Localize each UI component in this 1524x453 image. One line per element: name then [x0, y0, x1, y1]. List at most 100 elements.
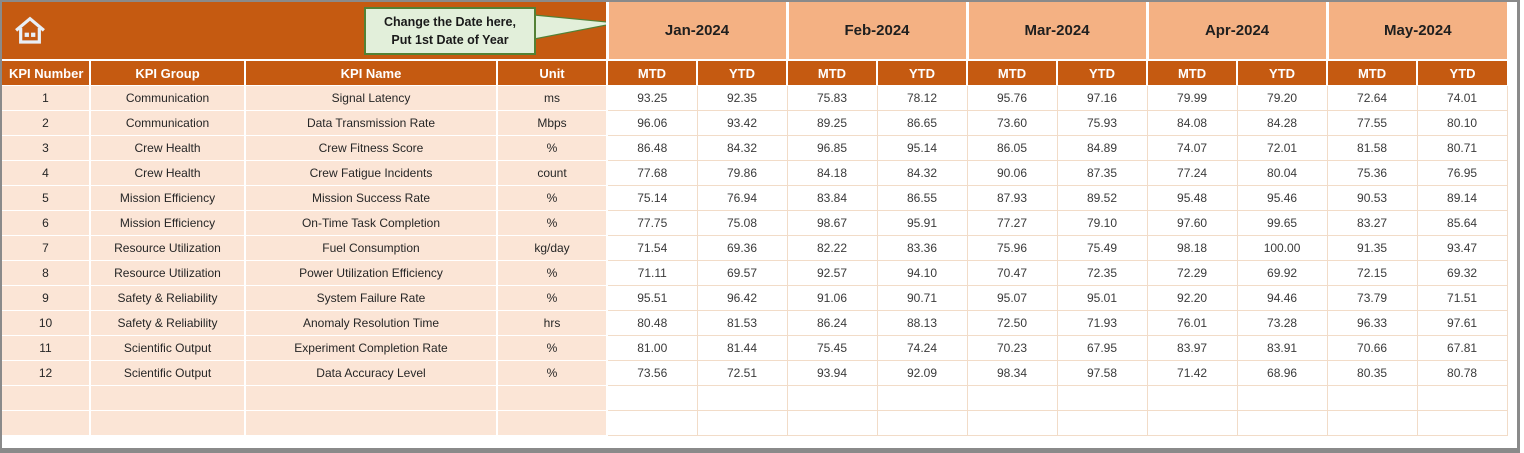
value-cell[interactable]: 80.48	[607, 310, 698, 336]
value-cell[interactable]: 77.55	[1327, 110, 1418, 136]
kpi-name-cell[interactable]: Power Utilization Efficiency	[245, 260, 498, 286]
value-cell[interactable]: 74.24	[877, 335, 968, 361]
value-cell[interactable]: 83.91	[1237, 335, 1328, 361]
empty-cell[interactable]	[1237, 410, 1328, 436]
value-cell[interactable]: 81.00	[607, 335, 698, 361]
unit-cell[interactable]: Mbps	[497, 110, 608, 136]
kpi-group-cell[interactable]: Safety & Reliability	[90, 310, 246, 336]
value-cell[interactable]: 92.20	[1147, 285, 1238, 311]
value-cell[interactable]: 93.42	[697, 110, 788, 136]
value-cell[interactable]: 83.84	[787, 185, 878, 211]
empty-cell[interactable]	[245, 385, 498, 411]
month-header-apr-2024[interactable]: Apr-2024	[1145, 2, 1328, 61]
empty-cell[interactable]	[2, 410, 91, 436]
empty-cell[interactable]	[697, 385, 788, 411]
value-cell[interactable]: 80.71	[1417, 135, 1508, 161]
unit-cell[interactable]: %	[497, 360, 608, 386]
value-cell[interactable]: 95.07	[967, 285, 1058, 311]
kpi-group-cell[interactable]: Communication	[90, 110, 246, 136]
value-cell[interactable]: 72.50	[967, 310, 1058, 336]
unit-cell[interactable]: %	[497, 260, 608, 286]
kpi-number-cell[interactable]: 12	[2, 360, 91, 386]
value-cell[interactable]: 97.60	[1147, 210, 1238, 236]
value-cell[interactable]: 86.65	[877, 110, 968, 136]
value-cell[interactable]: 72.51	[697, 360, 788, 386]
kpi-group-cell[interactable]: Mission Efficiency	[90, 210, 246, 236]
home-icon[interactable]	[14, 15, 46, 45]
unit-cell[interactable]: %	[497, 285, 608, 311]
kpi-group-cell[interactable]: Communication	[90, 85, 246, 111]
value-cell[interactable]: 80.35	[1327, 360, 1418, 386]
value-cell[interactable]: 83.36	[877, 235, 968, 261]
value-cell[interactable]: 72.64	[1327, 85, 1418, 111]
kpi-number-cell[interactable]: 4	[2, 160, 91, 186]
value-cell[interactable]: 76.01	[1147, 310, 1238, 336]
value-cell[interactable]: 95.14	[877, 135, 968, 161]
value-cell[interactable]: 98.18	[1147, 235, 1238, 261]
value-cell[interactable]: 80.10	[1417, 110, 1508, 136]
value-cell[interactable]: 79.20	[1237, 85, 1328, 111]
value-cell[interactable]: 92.35	[697, 85, 788, 111]
value-cell[interactable]: 79.86	[697, 160, 788, 186]
empty-cell[interactable]	[1147, 385, 1238, 411]
kpi-name-cell[interactable]: Fuel Consumption	[245, 235, 498, 261]
empty-cell[interactable]	[2, 385, 91, 411]
empty-cell[interactable]	[877, 385, 968, 411]
empty-cell[interactable]	[787, 410, 878, 436]
kpi-group-cell[interactable]: Scientific Output	[90, 335, 246, 361]
value-cell[interactable]: 72.15	[1327, 260, 1418, 286]
month-header-feb-2024[interactable]: Feb-2024	[785, 2, 968, 61]
kpi-group-cell[interactable]: Crew Health	[90, 160, 246, 186]
kpi-name-cell[interactable]: Data Accuracy Level	[245, 360, 498, 386]
month-header-mar-2024[interactable]: Mar-2024	[965, 2, 1148, 61]
value-cell[interactable]: 71.54	[607, 235, 698, 261]
kpi-name-cell[interactable]: Crew Fatigue Incidents	[245, 160, 498, 186]
value-cell[interactable]: 79.10	[1057, 210, 1148, 236]
kpi-number-cell[interactable]: 6	[2, 210, 91, 236]
kpi-number-cell[interactable]: 9	[2, 285, 91, 311]
empty-cell[interactable]	[90, 410, 246, 436]
value-cell[interactable]: 81.44	[697, 335, 788, 361]
value-cell[interactable]: 80.78	[1417, 360, 1508, 386]
value-cell[interactable]: 87.93	[967, 185, 1058, 211]
unit-cell[interactable]: %	[497, 210, 608, 236]
kpi-number-cell[interactable]: 7	[2, 235, 91, 261]
empty-cell[interactable]	[245, 410, 498, 436]
value-cell[interactable]: 79.99	[1147, 85, 1238, 111]
value-cell[interactable]: 81.53	[697, 310, 788, 336]
value-cell[interactable]: 89.25	[787, 110, 878, 136]
unit-cell[interactable]: kg/day	[497, 235, 608, 261]
value-cell[interactable]: 86.55	[877, 185, 968, 211]
value-cell[interactable]: 89.52	[1057, 185, 1148, 211]
value-cell[interactable]: 96.42	[697, 285, 788, 311]
value-cell[interactable]: 85.64	[1417, 210, 1508, 236]
value-cell[interactable]: 80.04	[1237, 160, 1328, 186]
value-cell[interactable]: 75.96	[967, 235, 1058, 261]
value-cell[interactable]: 84.89	[1057, 135, 1148, 161]
value-cell[interactable]: 73.56	[607, 360, 698, 386]
value-cell[interactable]: 73.79	[1327, 285, 1418, 311]
value-cell[interactable]: 75.14	[607, 185, 698, 211]
value-cell[interactable]: 73.28	[1237, 310, 1328, 336]
value-cell[interactable]: 93.47	[1417, 235, 1508, 261]
value-cell[interactable]: 86.05	[967, 135, 1058, 161]
value-cell[interactable]: 91.06	[787, 285, 878, 311]
kpi-number-cell[interactable]: 5	[2, 185, 91, 211]
value-cell[interactable]: 86.24	[787, 310, 878, 336]
value-cell[interactable]: 72.29	[1147, 260, 1238, 286]
empty-cell[interactable]	[90, 385, 246, 411]
kpi-number-cell[interactable]: 1	[2, 85, 91, 111]
kpi-group-cell[interactable]: Resource Utilization	[90, 260, 246, 286]
value-cell[interactable]: 76.95	[1417, 160, 1508, 186]
value-cell[interactable]: 71.51	[1417, 285, 1508, 311]
value-cell[interactable]: 70.66	[1327, 335, 1418, 361]
value-cell[interactable]: 96.06	[607, 110, 698, 136]
value-cell[interactable]: 81.58	[1327, 135, 1418, 161]
value-cell[interactable]: 70.47	[967, 260, 1058, 286]
value-cell[interactable]: 90.53	[1327, 185, 1418, 211]
month-header-may-2024[interactable]: May-2024	[1325, 2, 1508, 61]
kpi-number-cell[interactable]: 3	[2, 135, 91, 161]
value-cell[interactable]: 84.28	[1237, 110, 1328, 136]
unit-cell[interactable]: hrs	[497, 310, 608, 336]
empty-cell[interactable]	[1057, 385, 1148, 411]
